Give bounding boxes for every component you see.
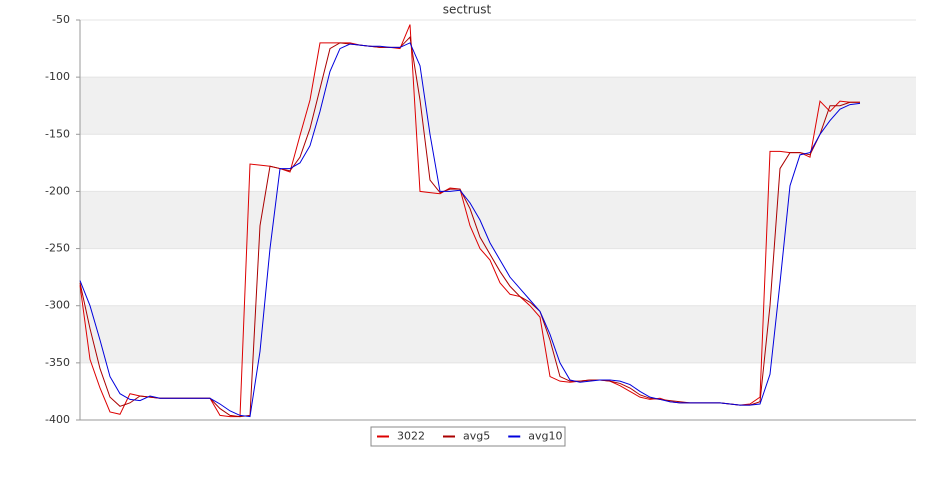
y-tick-label: -50 (52, 13, 70, 26)
y-tick-label: -250 (45, 242, 70, 255)
legend-label: avg10 (528, 430, 562, 443)
legend-label: avg5 (463, 430, 490, 443)
y-tick-label: -400 (45, 413, 70, 426)
legend-box (370, 426, 566, 447)
grid-band (80, 191, 916, 249)
y-tick-label: -150 (45, 127, 70, 140)
y-tick-label: -100 (45, 70, 70, 83)
chart-title: sectrust (443, 3, 492, 17)
y-tick-label: -200 (45, 184, 70, 197)
legend: 3022 avg5 avg10 (370, 426, 566, 447)
y-tick-label: -300 (45, 299, 70, 312)
grid-band (80, 77, 916, 135)
series-line (79, 42, 861, 418)
legend-label: 3022 (397, 430, 425, 443)
y-tick-label: -350 (45, 356, 70, 369)
grid-band (80, 305, 916, 363)
